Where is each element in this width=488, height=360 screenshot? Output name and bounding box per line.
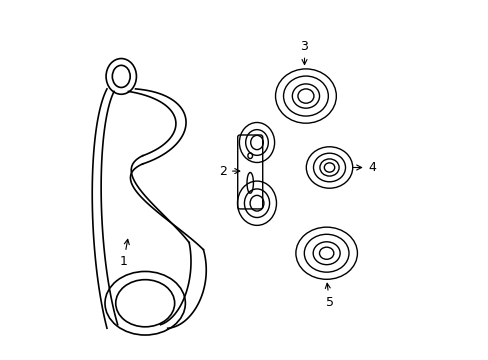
Text: 3: 3 [300,40,308,64]
Text: 1: 1 [120,239,129,268]
Text: 5: 5 [325,283,333,309]
Text: 2: 2 [219,165,239,177]
Text: 4: 4 [352,161,376,174]
